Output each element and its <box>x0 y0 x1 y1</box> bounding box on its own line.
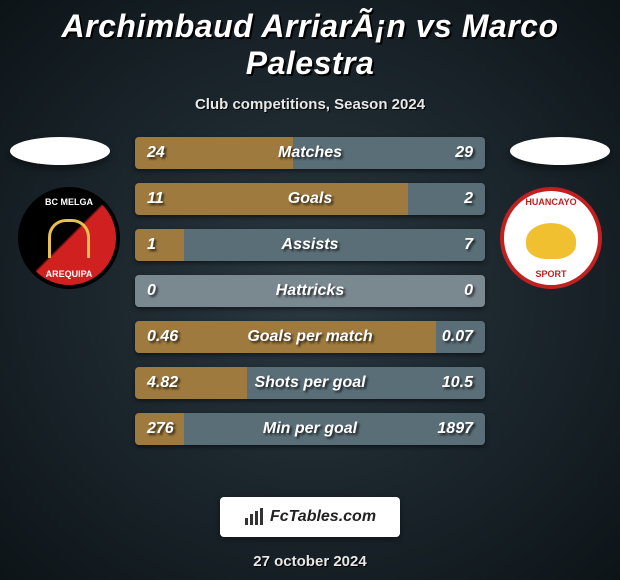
stat-row: 1Assists7 <box>135 229 485 261</box>
stat-row: 0Hattricks0 <box>135 275 485 307</box>
right-club-name-top: HUANCAYO <box>504 197 598 207</box>
stat-label: Matches <box>135 137 485 169</box>
stat-row: 11Goals2 <box>135 183 485 215</box>
stat-val-right: 29 <box>455 137 473 169</box>
right-club-badge: HUANCAYO SPORT <box>500 187 602 289</box>
stat-row: 276Min per goal1897 <box>135 413 485 445</box>
comparison-main: BC MELGA AREQUIPA HUANCAYO SPORT 24Match… <box>0 137 620 477</box>
footer-date: 27 october 2024 <box>0 553 620 570</box>
chart-icon <box>244 508 264 526</box>
stat-label: Goals per match <box>135 321 485 353</box>
left-club-name-bot: AREQUIPA <box>22 269 116 279</box>
brand-text: FcTables.com <box>270 508 376 526</box>
stat-row: 4.82Shots per goal10.5 <box>135 367 485 399</box>
stat-row: 0.46Goals per match0.07 <box>135 321 485 353</box>
stat-val-right: 0 <box>464 275 473 307</box>
left-club-oval <box>10 137 110 165</box>
stat-val-right: 10.5 <box>442 367 473 399</box>
left-club-name-top: BC MELGA <box>22 197 116 207</box>
stat-val-right: 7 <box>464 229 473 261</box>
page-title: Archimbaud ArriarÃ¡n vs Marco Palestra <box>0 0 620 82</box>
stat-label: Hattricks <box>135 275 485 307</box>
subtitle: Club competitions, Season 2024 <box>0 96 620 113</box>
stat-label: Shots per goal <box>135 367 485 399</box>
stat-label: Goals <box>135 183 485 215</box>
left-club-badge: BC MELGA AREQUIPA <box>18 187 120 289</box>
stat-val-right: 2 <box>464 183 473 215</box>
stat-val-right: 0.07 <box>442 321 473 353</box>
right-club-oval <box>510 137 610 165</box>
stat-row: 24Matches29 <box>135 137 485 169</box>
stat-label: Assists <box>135 229 485 261</box>
stat-val-right: 1897 <box>437 413 473 445</box>
stat-bars-container: 24Matches2911Goals21Assists70Hattricks00… <box>135 137 485 459</box>
brand-logo[interactable]: FcTables.com <box>220 497 400 537</box>
right-club-name-bot: SPORT <box>504 269 598 279</box>
stat-label: Min per goal <box>135 413 485 445</box>
